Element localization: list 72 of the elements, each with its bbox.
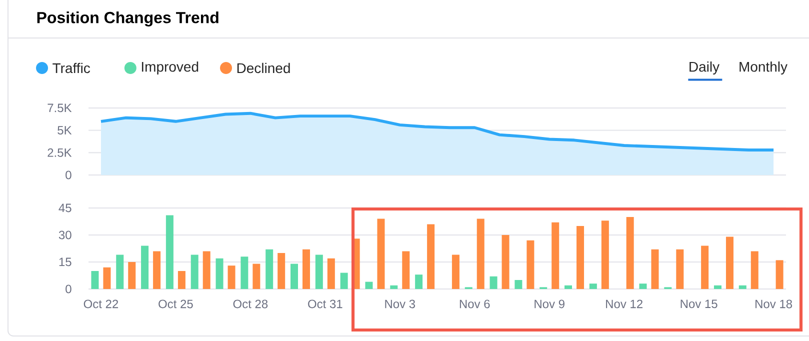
- bar: [576, 226, 584, 289]
- legend-label: Improved: [142, 61, 198, 75]
- bar: [601, 220, 609, 289]
- bar: [103, 267, 111, 289]
- bar: [290, 264, 298, 289]
- bar: [278, 252, 286, 289]
- bar: [141, 246, 149, 289]
- bar: [340, 272, 348, 289]
- bar: [502, 234, 510, 289]
- x-tick-label: Nov 18: [756, 300, 792, 308]
- bar: [714, 285, 722, 289]
- legend-label: Traffic: [52, 62, 90, 74]
- chart-title: Position Changes Trend: [37, 12, 218, 26]
- bar: [365, 282, 373, 289]
- bar: [676, 249, 684, 289]
- bar: [240, 256, 248, 289]
- bar: [228, 266, 236, 289]
- x-tick-label: Oct 31: [308, 300, 342, 308]
- y-tick-label: 2.5K: [48, 148, 72, 157]
- y-tick-label: 15: [59, 258, 72, 266]
- legend-label: Declined: [237, 62, 290, 74]
- x-tick-label: Oct 25: [158, 300, 193, 308]
- bar: [377, 218, 385, 289]
- bar: [166, 215, 174, 289]
- text: Monthly: [740, 61, 788, 75]
- y-tick-label: 0: [66, 170, 72, 180]
- text: Daily: [690, 61, 720, 75]
- bar: [390, 285, 398, 289]
- bar: [626, 216, 634, 289]
- y-tick-label: 30: [58, 230, 72, 240]
- bar: [266, 249, 274, 289]
- bar: [190, 254, 198, 289]
- bar: [552, 222, 560, 289]
- bar: [153, 251, 161, 289]
- bar: [589, 284, 597, 289]
- bar: [526, 240, 534, 289]
- bar: [315, 254, 323, 289]
- bar: [490, 276, 498, 289]
- x-tick-label: Nov 6: [460, 300, 490, 308]
- x-tick-label: Nov 3: [385, 300, 416, 308]
- bar: [726, 236, 734, 289]
- x-tick-label: Nov 12: [606, 300, 642, 308]
- bar: [639, 284, 647, 289]
- bar: [327, 258, 335, 289]
- bar: [476, 218, 484, 289]
- bar: [427, 224, 435, 289]
- x-tick-label: Nov 9: [534, 300, 564, 308]
- x-tick-label: Oct 28: [233, 300, 268, 308]
- bar: [564, 285, 572, 289]
- bar: [216, 258, 224, 289]
- bar: [738, 285, 746, 289]
- bar: [402, 251, 410, 289]
- bar: [178, 270, 186, 289]
- bar: [776, 260, 784, 289]
- bar: [415, 274, 423, 289]
- bar: [91, 270, 99, 289]
- y-tick-label: 45: [58, 204, 72, 212]
- bar: [514, 280, 522, 289]
- bar: [452, 254, 460, 289]
- y-tick-label: 7.5K: [48, 104, 72, 112]
- bar: [302, 249, 310, 289]
- bar: [202, 251, 210, 289]
- bar: [651, 249, 659, 289]
- y-tick-label: 5K: [58, 126, 72, 135]
- y-tick-label: 0: [66, 284, 72, 294]
- bar: [701, 246, 709, 289]
- bar: [128, 262, 136, 289]
- bar: [252, 264, 260, 289]
- bar: [750, 251, 758, 289]
- x-tick-label: Nov 15: [680, 300, 718, 308]
- bar: [116, 254, 124, 289]
- x-tick-label: Oct 22: [84, 300, 118, 308]
